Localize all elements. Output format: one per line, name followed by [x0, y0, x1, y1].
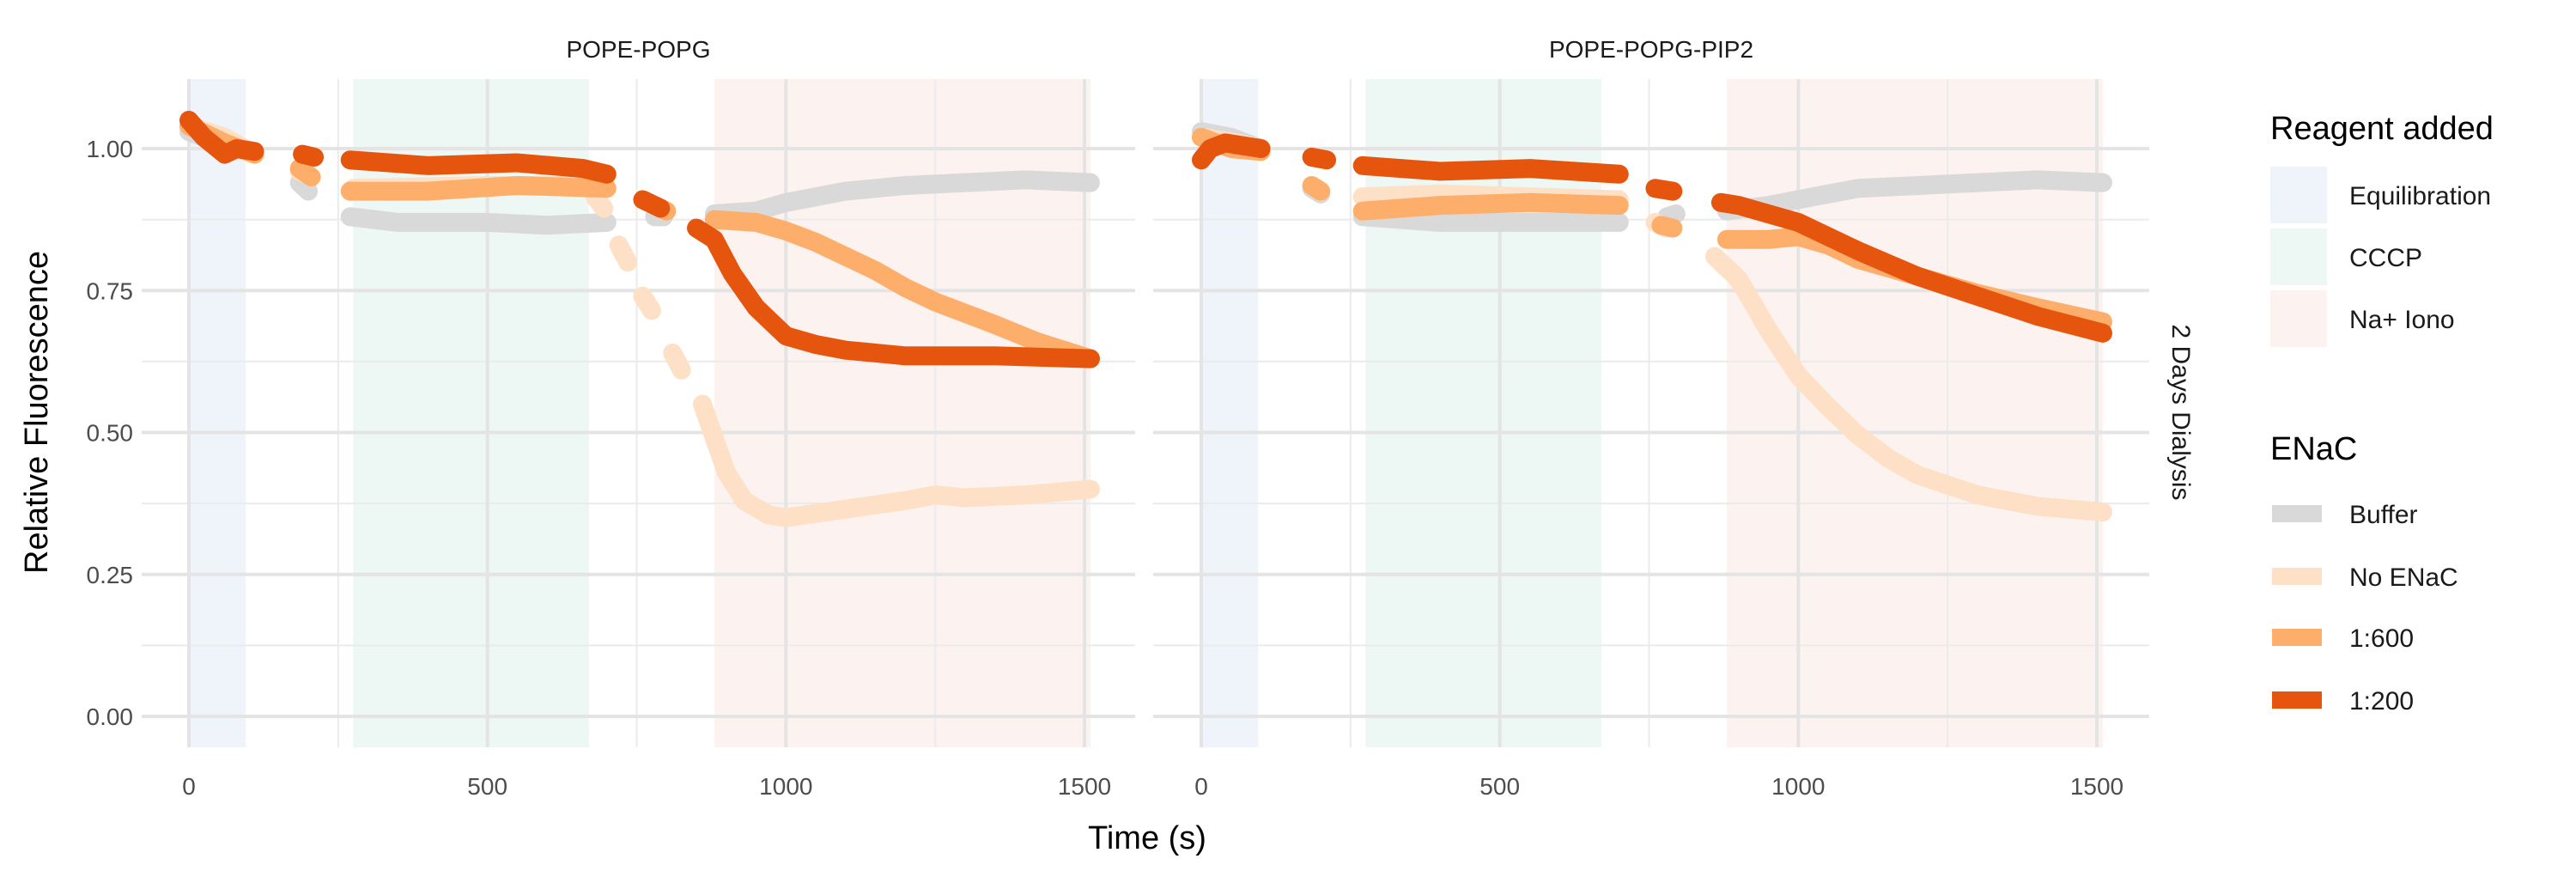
x-axis-title: Time (s) — [1088, 820, 1206, 856]
series-1-200-segment — [1710, 192, 2112, 343]
legend-label: Na+ Iono — [2349, 306, 2455, 334]
series-no-enac-segment — [609, 235, 638, 272]
legend-label: 1:600 — [2349, 624, 2414, 653]
y-tick-label: 0.50 — [87, 420, 134, 447]
panel-1: POPE-POPG-PIP2 0 500 1000 1500 — [1153, 36, 2149, 800]
x-tick-label: 500 — [1479, 773, 1520, 800]
series-1-200-segment — [687, 218, 1100, 368]
x-tick-label: 1500 — [2070, 773, 2123, 800]
series-1-200-segment — [340, 150, 617, 184]
shade-equilibration — [189, 79, 246, 747]
legend-key-na-iono — [2270, 290, 2327, 347]
panel-title: POPE-POPG-PIP2 — [1549, 36, 1753, 63]
series-1-600-segment — [704, 210, 1100, 368]
series-1-600-segment — [1651, 216, 1683, 238]
row-strip-label: 2 Days Dialysis — [2166, 324, 2195, 500]
series-1-200-segment — [1302, 147, 1337, 170]
legend-key-1-200 — [2272, 691, 2322, 709]
y-tick-label: 0.00 — [87, 704, 134, 730]
series-1-200-segment — [1352, 155, 1629, 184]
legend: Reagent added ENaC Equilibration CCCP Na+ … — [2270, 111, 2494, 716]
x-tick-label: 1000 — [1771, 773, 1825, 800]
series-1-600-segment — [340, 175, 617, 201]
legend-title-enac: ENaC — [2270, 431, 2357, 467]
series-buffer-segment — [340, 207, 617, 235]
series-no-enac-segment — [1704, 247, 2112, 522]
series-no-enac-segment — [585, 187, 614, 218]
series-no-enac-segment — [663, 343, 691, 380]
series-1-600-segment — [1302, 175, 1331, 201]
panel-0: POPE-POPG 0 500 1000 1500 — [142, 36, 1135, 800]
y-tick-label: 1.00 — [87, 136, 134, 162]
legend-label: Buffer — [2349, 501, 2418, 529]
legend-key-no-enac — [2272, 568, 2322, 585]
y-axis-title: Relative Fluorescence — [19, 251, 55, 574]
x-tick-label: 1000 — [759, 773, 812, 800]
series-1-200-segment — [1645, 179, 1683, 201]
series-1-200-segment — [1192, 133, 1271, 170]
x-tick-label: 500 — [467, 773, 507, 800]
shade-equilibration — [1201, 79, 1259, 747]
legend-key-equilibration — [2270, 167, 2327, 223]
legend-key-buffer — [2272, 505, 2322, 522]
series-no-enac-segment — [692, 394, 1100, 527]
panel-title: POPE-POPG — [566, 36, 710, 63]
series-buffer-segment — [1352, 207, 1629, 232]
y-tick-label: 0.25 — [87, 562, 134, 588]
series-1-200-segment — [179, 110, 264, 164]
series-buffer-segment — [704, 170, 1100, 224]
series-1-600-segment — [289, 159, 321, 187]
legend-key-cccp — [2270, 228, 2327, 285]
series-no-enac-segment — [633, 286, 661, 320]
series-buffer-segment — [1716, 170, 2112, 221]
x-tick-label: 0 — [1194, 773, 1208, 800]
y-tick-label: 0.75 — [87, 277, 134, 304]
legend-label: No ENaC — [2349, 563, 2458, 592]
x-tick-label: 1500 — [1058, 773, 1111, 800]
series-1-600-segment — [1352, 192, 1629, 221]
legend-title-reagent: Reagent added — [2270, 111, 2494, 147]
legend-label: 1:200 — [2349, 687, 2414, 716]
legend-label: CCCP — [2349, 244, 2422, 272]
series-buffer-segment — [1657, 204, 1686, 227]
series-1-200-segment — [633, 190, 671, 218]
legend-key-1-600 — [2272, 629, 2322, 646]
series-buffer-segment — [289, 173, 319, 201]
series-1-200-segment — [293, 144, 325, 167]
x-tick-label: 0 — [182, 773, 196, 800]
legend-label: Equilibration — [2349, 182, 2491, 210]
